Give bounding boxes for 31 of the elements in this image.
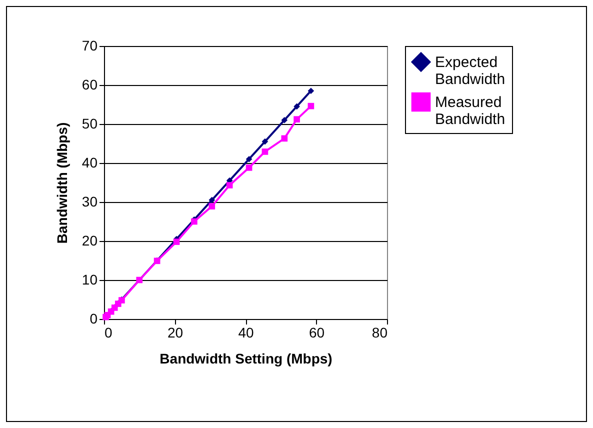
y-tick-label: 0 bbox=[90, 310, 98, 326]
point bbox=[262, 148, 268, 155]
point bbox=[246, 156, 252, 162]
y-tick-label: 50 bbox=[82, 116, 98, 132]
point bbox=[262, 138, 268, 145]
y-axis-title: Bandwidth (Mbps) bbox=[54, 122, 70, 244]
point bbox=[281, 116, 288, 124]
x-tick-label: 80 bbox=[372, 324, 388, 340]
y-tick-label: 20 bbox=[82, 232, 98, 248]
y-tick-label: 40 bbox=[82, 154, 98, 170]
point bbox=[294, 103, 300, 110]
point bbox=[208, 196, 216, 204]
point bbox=[226, 182, 233, 188]
point bbox=[281, 135, 288, 142]
y-tick-label: 10 bbox=[82, 272, 98, 288]
point bbox=[246, 164, 252, 171]
legend-label: Expected Bandwidth bbox=[435, 54, 506, 88]
x-tick-label: 60 bbox=[308, 324, 325, 340]
point bbox=[308, 102, 314, 110]
point bbox=[208, 203, 216, 210]
y-tick-label: 30 bbox=[82, 194, 98, 210]
x-tick-label: 40 bbox=[238, 324, 254, 340]
x-tick-label: 0 bbox=[104, 324, 112, 340]
point bbox=[308, 88, 314, 94]
legend-label: Measured Bandwidth bbox=[435, 94, 506, 128]
x-tick-label: 20 bbox=[167, 324, 184, 340]
y-tick-label: 70 bbox=[82, 38, 98, 54]
y-tick-label: 60 bbox=[82, 76, 98, 92]
x-axis-title: Bandwidth Setting (Mbps) bbox=[160, 350, 332, 366]
point bbox=[173, 238, 180, 245]
point bbox=[294, 116, 300, 122]
